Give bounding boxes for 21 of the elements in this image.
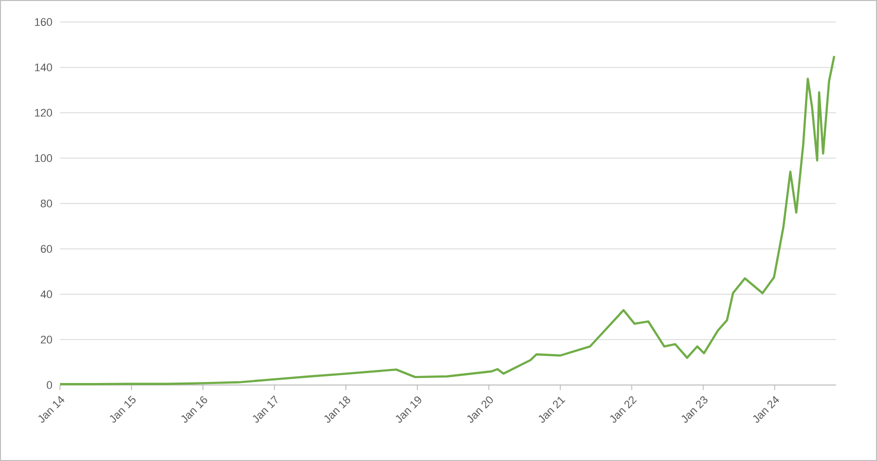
- line-series: [58, 54, 836, 386]
- x-tick-label: Jan 22: [610, 396, 637, 423]
- x-tick-label: Jan 18: [324, 396, 350, 423]
- x-tick-label: Jan 23: [682, 396, 708, 423]
- x-tick-label: Jan 15: [110, 396, 136, 423]
- y-tick-label: 20: [40, 336, 52, 344]
- y-tick-label: 100: [35, 154, 52, 162]
- x-tick-label: Jan 24: [753, 396, 780, 423]
- y-tick-label: 140: [35, 64, 52, 72]
- y-tick-label: 120: [35, 108, 52, 117]
- x-tick-label: Jan 20: [467, 396, 493, 423]
- x-tick-label: Jan 17: [252, 395, 278, 423]
- x-tick-label: Jan 14: [38, 396, 64, 423]
- x-tick-label: Jan 21: [538, 396, 566, 423]
- y-tick-label: 0: [46, 381, 52, 389]
- y-tick-label: 160: [35, 18, 52, 26]
- x-tick-label: Jan 19: [396, 396, 422, 423]
- y-tick-label: 80: [40, 200, 52, 208]
- y-tick-label: 60: [40, 245, 52, 253]
- x-tick-label: Jan 16: [181, 396, 208, 423]
- y-tick-label: 40: [40, 290, 52, 298]
